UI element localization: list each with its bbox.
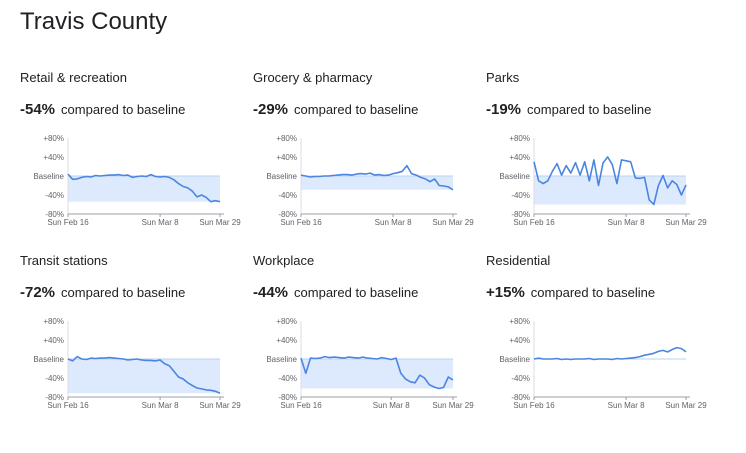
- y-tick-label: -40%: [45, 374, 64, 383]
- change-value: -29%: [253, 101, 288, 118]
- change-text: compared to baseline: [61, 285, 185, 300]
- mobility-panel: Transit stations -72% compared to baselin…: [20, 253, 250, 453]
- change-value: -19%: [486, 101, 521, 118]
- y-tick-label: Baseline: [33, 355, 64, 364]
- y-tick-label: +40%: [276, 336, 297, 345]
- change-summary: +15% compared to baseline: [486, 284, 655, 301]
- y-tick-label: +80%: [509, 134, 530, 143]
- x-tick-label: Sun Mar 29: [665, 218, 707, 227]
- y-tick-label: -40%: [511, 191, 530, 200]
- x-tick-label: Sun Mar 29: [199, 401, 241, 410]
- mobility-panel: Workplace -44% compared to baseline +80% +…: [253, 253, 483, 453]
- x-tick-label: Sun Feb 16: [280, 218, 322, 227]
- change-value: -54%: [20, 101, 55, 118]
- change-summary: -44% compared to baseline: [253, 284, 418, 301]
- y-tick-label: +40%: [276, 153, 297, 162]
- y-tick-label: +80%: [43, 317, 64, 326]
- category-title: Transit stations: [20, 253, 108, 268]
- category-title: Grocery & pharmacy: [253, 70, 372, 85]
- category-title: Parks: [486, 70, 519, 85]
- y-tick-label: +80%: [276, 134, 297, 143]
- y-tick-label: +80%: [276, 317, 297, 326]
- change-text: compared to baseline: [531, 285, 655, 300]
- mobility-panel: Parks -19% compared to baseline +80% +40% B…: [486, 70, 716, 270]
- x-tick-label: Sun Mar 8: [142, 401, 179, 410]
- mobility-panel: Grocery & pharmacy -29% compared to basel…: [253, 70, 483, 270]
- change-value: +15%: [486, 284, 525, 301]
- change-value: -72%: [20, 284, 55, 301]
- x-tick-label: Sun Mar 8: [373, 401, 410, 410]
- mobility-panel: Retail & recreation -54% compared to base…: [20, 70, 250, 270]
- change-summary: -29% compared to baseline: [253, 101, 418, 118]
- x-tick-label: Sun Mar 29: [665, 401, 707, 410]
- baseline-band: [301, 176, 453, 190]
- y-tick-label: +80%: [509, 317, 530, 326]
- x-tick-label: Sun Feb 16: [513, 401, 555, 410]
- y-tick-label: -40%: [511, 374, 530, 383]
- change-summary: -19% compared to baseline: [486, 101, 651, 118]
- x-tick-label: Sun Feb 16: [47, 218, 89, 227]
- change-text: compared to baseline: [294, 285, 418, 300]
- change-summary: -72% compared to baseline: [20, 284, 185, 301]
- y-tick-label: +80%: [43, 134, 64, 143]
- category-title: Residential: [486, 253, 550, 268]
- y-tick-label: Baseline: [266, 172, 297, 181]
- y-tick-label: +40%: [43, 153, 64, 162]
- x-tick-label: Sun Mar 29: [432, 218, 474, 227]
- y-tick-label: -40%: [278, 374, 297, 383]
- change-text: compared to baseline: [61, 102, 185, 117]
- baseline-band: [534, 176, 686, 205]
- x-tick-label: Sun Mar 29: [432, 401, 474, 410]
- y-tick-label: Baseline: [499, 172, 530, 181]
- y-tick-label: +40%: [509, 153, 530, 162]
- change-text: compared to baseline: [527, 102, 651, 117]
- x-tick-label: Sun Mar 8: [375, 218, 412, 227]
- category-title: Retail & recreation: [20, 70, 127, 85]
- x-tick-label: Sun Feb 16: [280, 401, 322, 410]
- x-tick-label: Sun Mar 8: [608, 218, 645, 227]
- baseline-band: [301, 359, 453, 388]
- y-tick-label: -40%: [45, 191, 64, 200]
- y-tick-label: Baseline: [499, 355, 530, 364]
- baseline-band: [68, 176, 220, 202]
- x-tick-label: Sun Mar 29: [199, 218, 241, 227]
- change-value: -44%: [253, 284, 288, 301]
- y-tick-label: Baseline: [33, 172, 64, 181]
- category-title: Workplace: [253, 253, 314, 268]
- x-tick-label: Sun Feb 16: [47, 401, 89, 410]
- y-tick-label: +40%: [43, 336, 64, 345]
- y-tick-label: +40%: [509, 336, 530, 345]
- y-tick-label: -40%: [278, 191, 297, 200]
- mobility-panel: Residential +15% compared to baseline +80…: [486, 253, 716, 453]
- page-title: Travis County: [20, 8, 167, 36]
- x-tick-label: Sun Mar 8: [142, 218, 179, 227]
- x-tick-label: Sun Mar 8: [608, 401, 645, 410]
- change-summary: -54% compared to baseline: [20, 101, 185, 118]
- series-line: [534, 348, 686, 360]
- y-tick-label: Baseline: [266, 355, 297, 364]
- x-tick-label: Sun Feb 16: [513, 218, 555, 227]
- change-text: compared to baseline: [294, 102, 418, 117]
